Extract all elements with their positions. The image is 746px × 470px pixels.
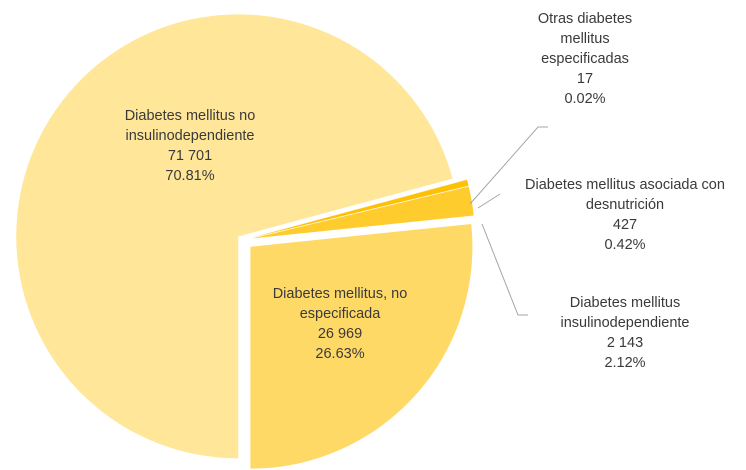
pie-slice bbox=[252, 186, 474, 239]
slice-label: Diabetes mellitus asociada con desnutric… bbox=[503, 175, 746, 255]
pie-slice bbox=[252, 180, 469, 238]
percent-label: 0.02% bbox=[564, 91, 606, 107]
percent-label: 70.81% bbox=[165, 168, 215, 184]
category-label: Diabetes mellitus insulinodependiente bbox=[560, 295, 690, 331]
percent-label: 0.42% bbox=[604, 237, 646, 253]
category-label: Diabetes mellitus no insulinodependiente bbox=[124, 108, 256, 144]
leader-lines bbox=[469, 126, 548, 316]
slice-label: Diabetes mellitus, no especificada 26 969… bbox=[260, 284, 420, 364]
percent-label: 26.63% bbox=[315, 346, 365, 362]
value-label: 2 143 bbox=[606, 335, 644, 351]
leader-line bbox=[469, 126, 548, 205]
slice-label: Diabetes mellitus insulinodependiente 2 1… bbox=[535, 293, 715, 373]
pie-slice bbox=[16, 14, 453, 459]
value-label: 71 701 bbox=[167, 148, 213, 164]
leader-line bbox=[477, 193, 501, 209]
value-label: 26 969 bbox=[317, 326, 363, 342]
pie-slice bbox=[252, 179, 468, 238]
value-label: 17 bbox=[576, 71, 594, 87]
category-label: Diabetes mellitus asociada con desnutric… bbox=[525, 177, 725, 213]
percent-label: 2.12% bbox=[604, 355, 646, 371]
category-label: Diabetes mellitus, no especificada bbox=[272, 286, 408, 322]
slice-label: Diabetes mellitus no insulinodependiente… bbox=[95, 106, 285, 186]
value-label: 427 bbox=[612, 217, 638, 233]
slice-label: Otras diabetes mellitus especificadas 17 0… bbox=[520, 9, 650, 109]
pie-slice bbox=[250, 223, 473, 469]
category-label: Otras diabetes mellitus especificadas bbox=[537, 11, 633, 67]
leader-line bbox=[481, 223, 528, 316]
